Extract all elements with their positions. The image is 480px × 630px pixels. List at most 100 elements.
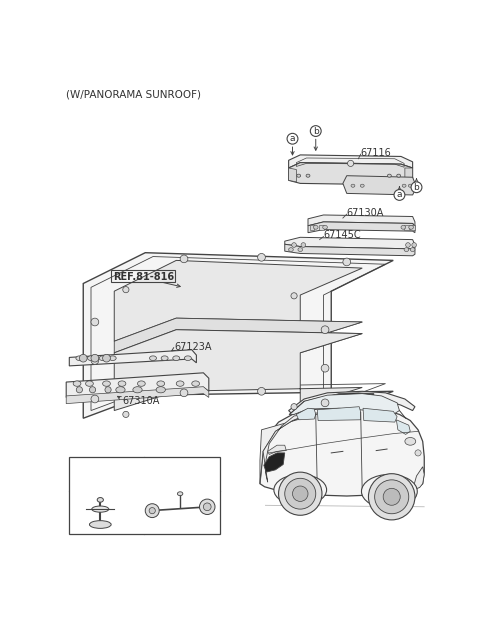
Polygon shape	[66, 373, 209, 398]
Polygon shape	[317, 407, 360, 421]
Text: b: b	[313, 127, 319, 135]
Ellipse shape	[118, 381, 126, 386]
Circle shape	[278, 472, 322, 515]
Text: 67113A: 67113A	[89, 463, 127, 473]
Circle shape	[411, 182, 422, 193]
Polygon shape	[288, 163, 413, 185]
Text: (W/PANORAMA SUNROOF): (W/PANORAMA SUNROOF)	[66, 89, 201, 100]
Ellipse shape	[92, 506, 109, 512]
Circle shape	[292, 486, 308, 501]
Polygon shape	[285, 244, 415, 256]
Circle shape	[292, 243, 296, 248]
Circle shape	[258, 253, 265, 261]
Ellipse shape	[410, 248, 415, 251]
Ellipse shape	[402, 184, 406, 187]
Circle shape	[287, 134, 298, 144]
Polygon shape	[288, 391, 415, 415]
Circle shape	[91, 395, 99, 403]
Circle shape	[321, 364, 329, 372]
Circle shape	[91, 357, 99, 364]
Circle shape	[149, 462, 162, 474]
Ellipse shape	[76, 356, 83, 360]
Ellipse shape	[401, 226, 406, 229]
Ellipse shape	[361, 474, 417, 508]
Ellipse shape	[73, 381, 81, 386]
Circle shape	[383, 488, 400, 505]
Ellipse shape	[184, 356, 192, 360]
Circle shape	[79, 354, 87, 362]
Text: b: b	[153, 464, 158, 472]
Text: b: b	[414, 183, 420, 192]
Circle shape	[343, 258, 350, 266]
Circle shape	[91, 318, 99, 326]
Text: 67116: 67116	[360, 147, 392, 158]
Polygon shape	[263, 415, 308, 482]
Circle shape	[105, 387, 111, 393]
Polygon shape	[264, 453, 285, 472]
Ellipse shape	[157, 381, 165, 386]
Circle shape	[91, 354, 99, 362]
Ellipse shape	[87, 356, 95, 360]
Ellipse shape	[405, 437, 416, 445]
Ellipse shape	[116, 387, 125, 393]
Polygon shape	[343, 176, 417, 195]
Polygon shape	[296, 408, 316, 420]
Circle shape	[406, 243, 410, 248]
Circle shape	[180, 255, 188, 263]
Polygon shape	[83, 253, 393, 418]
Ellipse shape	[89, 520, 111, 529]
Ellipse shape	[274, 474, 326, 505]
Ellipse shape	[288, 248, 293, 251]
Polygon shape	[410, 225, 415, 229]
Ellipse shape	[408, 184, 412, 187]
Polygon shape	[308, 222, 415, 232]
Ellipse shape	[97, 498, 103, 502]
Ellipse shape	[297, 174, 300, 177]
Ellipse shape	[109, 356, 116, 360]
Text: 67130A: 67130A	[347, 208, 384, 217]
Circle shape	[123, 411, 129, 418]
Circle shape	[301, 243, 306, 248]
Polygon shape	[66, 387, 209, 404]
Polygon shape	[319, 225, 324, 229]
Circle shape	[412, 243, 417, 248]
Circle shape	[394, 190, 405, 200]
Polygon shape	[260, 407, 424, 496]
Ellipse shape	[192, 381, 200, 386]
Circle shape	[321, 399, 329, 407]
Circle shape	[145, 504, 159, 518]
Polygon shape	[308, 215, 415, 227]
Circle shape	[348, 160, 354, 166]
Polygon shape	[413, 467, 424, 490]
Polygon shape	[268, 445, 286, 454]
Circle shape	[149, 508, 156, 513]
Polygon shape	[310, 225, 314, 229]
Ellipse shape	[306, 174, 310, 177]
Circle shape	[375, 480, 409, 513]
Circle shape	[89, 387, 96, 393]
Ellipse shape	[351, 184, 355, 187]
Circle shape	[311, 125, 321, 137]
Text: a: a	[396, 190, 402, 200]
Polygon shape	[114, 260, 362, 341]
Ellipse shape	[99, 356, 106, 360]
Text: 67145C: 67145C	[324, 230, 361, 240]
Polygon shape	[260, 411, 327, 484]
Polygon shape	[396, 420, 410, 435]
Polygon shape	[288, 168, 296, 182]
Circle shape	[369, 474, 415, 520]
Ellipse shape	[161, 356, 168, 360]
Circle shape	[180, 389, 188, 397]
Polygon shape	[114, 329, 362, 411]
Circle shape	[285, 478, 316, 509]
Ellipse shape	[156, 387, 166, 393]
Circle shape	[291, 404, 297, 410]
Text: a: a	[77, 464, 83, 472]
Text: REF.81-816: REF.81-816	[113, 272, 174, 282]
Circle shape	[321, 326, 329, 333]
Text: 67123A: 67123A	[175, 341, 212, 352]
Ellipse shape	[313, 226, 318, 229]
Ellipse shape	[409, 226, 413, 229]
Polygon shape	[304, 398, 320, 408]
Circle shape	[204, 503, 211, 511]
